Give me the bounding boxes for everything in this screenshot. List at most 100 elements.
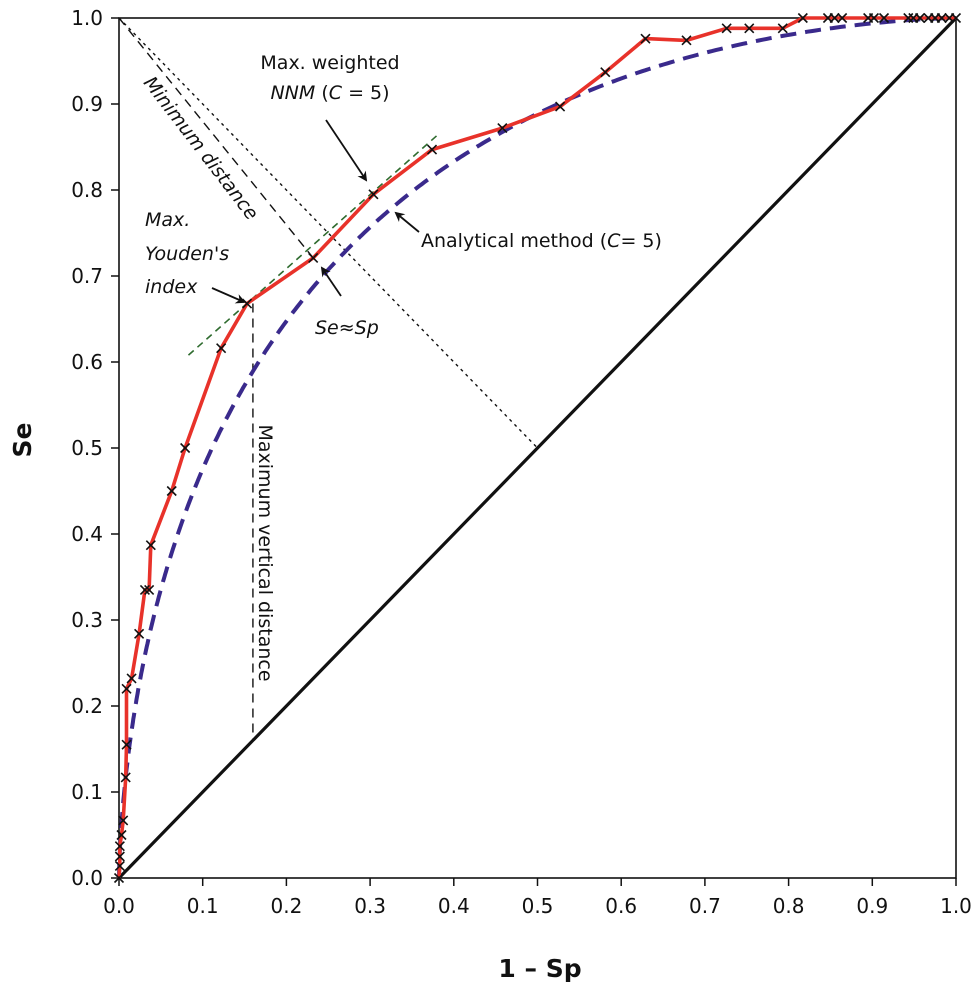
data-point-marker [837, 12, 848, 24]
se-sp-label: Se≈Sp [315, 317, 379, 339]
marker-stroke [744, 23, 755, 34]
x-tick-label: 0.8 [773, 894, 805, 918]
marker-stroke [114, 860, 125, 872]
y-tick-label: 0.8 [71, 178, 103, 202]
analytical-text: Analytical method ( [421, 230, 607, 252]
min-distance-label: Minimum distance [139, 72, 263, 224]
marker-stroke [216, 343, 227, 354]
data-point-marker [797, 12, 808, 24]
analytical-curve [117, 16, 957, 878]
marker-stroke [114, 841, 125, 852]
marker-stroke [868, 12, 880, 24]
max-vertical-label: Maximum vertical distance [254, 424, 276, 681]
marker-stroke [120, 772, 131, 783]
data-point-marker [126, 673, 137, 684]
x-tick-label: 0.3 [354, 894, 386, 918]
nnm-label-line2: NNM (C = 5) [270, 82, 389, 104]
y-tick-label: 1.0 [71, 6, 103, 30]
marker-stroke [600, 67, 611, 78]
x-tick-label: 0.1 [187, 894, 219, 918]
x-tick-label: 1.0 [940, 894, 972, 918]
se-sp-line-line [118, 17, 539, 449]
y-tick-label: 0.2 [71, 694, 103, 718]
x-axis-title: 1 – Sp [498, 954, 581, 983]
data-point-marker [878, 12, 890, 24]
marker-stroke [118, 815, 129, 826]
data-point-marker [368, 189, 379, 200]
analytical-c: C [607, 230, 621, 252]
series-group [117, 16, 958, 880]
marker-stroke [426, 144, 438, 155]
data-point-marker [116, 829, 127, 841]
data-point-marker [121, 683, 132, 694]
marker-stroke [121, 683, 132, 694]
analytical-label: Analytical method (C= 5) [421, 230, 662, 252]
y-tick-label: 0.5 [71, 436, 103, 460]
analytical-arrow [394, 211, 420, 233]
y-axis-title: Se [8, 423, 37, 458]
data-point-marker [777, 23, 788, 34]
nnm-arrow [325, 119, 368, 182]
marker-stroke [145, 540, 156, 551]
y-tick-label: 0.4 [71, 522, 103, 546]
data-point-marker [144, 584, 155, 595]
tangent-line-line [187, 132, 441, 356]
marker-stroke [116, 829, 127, 841]
reference-lines [118, 17, 539, 741]
minimum-distance-line [118, 17, 314, 259]
marker-stroke [180, 442, 191, 454]
marker-stroke [497, 123, 508, 134]
data-point-marker [681, 35, 692, 46]
marker-stroke [308, 252, 319, 264]
axis-ticks [111, 17, 957, 886]
youden-label-line1: Max. [145, 209, 190, 231]
tick-labels: 0.0 0.1 0.2 0.3 0.4 0.5 0.6 0.7 0.8 0.9 1.0 0.0 0.1 0… [71, 6, 972, 918]
marker-stroke [914, 12, 926, 24]
nnm-c: C [329, 82, 343, 104]
data-point-marker [139, 584, 151, 595]
data-point-marker [868, 12, 880, 24]
data-point-marker [118, 815, 129, 826]
data-point-marker [950, 12, 962, 24]
data-point-marker [744, 23, 755, 34]
data-point-marker [640, 33, 651, 44]
data-point-marker [134, 628, 145, 639]
data-point-marker [114, 860, 125, 872]
marker-stroke [950, 12, 962, 24]
data-point-marker [497, 123, 508, 134]
marker-stroke [936, 12, 947, 24]
nnm-tail: = 5) [342, 82, 390, 104]
data-point-marker [113, 872, 125, 884]
data-point-marker [114, 841, 125, 852]
marker-stroke [126, 673, 137, 684]
nnm-italic: NNM [270, 82, 315, 104]
marker-stroke [241, 298, 253, 309]
y-tick-label: 0.6 [71, 350, 103, 374]
data-point-marker [829, 12, 840, 24]
marker-stroke [837, 12, 848, 24]
data-point-marker [914, 12, 926, 24]
y-tick-label: 0.7 [71, 264, 103, 288]
y-tick-label: 0.1 [71, 780, 103, 804]
x-tick-label: 0.2 [270, 894, 302, 918]
marker-stroke [777, 23, 788, 34]
y-tick-label: 0.9 [71, 92, 103, 116]
x-tick-label: 0.4 [438, 894, 470, 918]
se-sp-arrow [320, 266, 342, 297]
data-point-marker [145, 540, 156, 551]
data-point-marker [426, 144, 438, 155]
data-point-marker [114, 851, 125, 862]
marker-stroke [555, 101, 566, 112]
youden-label-line3: index [145, 276, 198, 298]
marker-stroke [144, 584, 155, 595]
nnm-paren: ( [315, 82, 328, 104]
marker-stroke [368, 189, 379, 200]
data-point-marker [555, 101, 566, 112]
marker-stroke [166, 485, 177, 497]
data-point-marker [721, 23, 732, 34]
x-tick-label: 0.5 [522, 894, 554, 918]
marker-stroke [878, 12, 890, 24]
analytical-tail: = 5) [620, 230, 661, 252]
marker-stroke [797, 12, 808, 24]
